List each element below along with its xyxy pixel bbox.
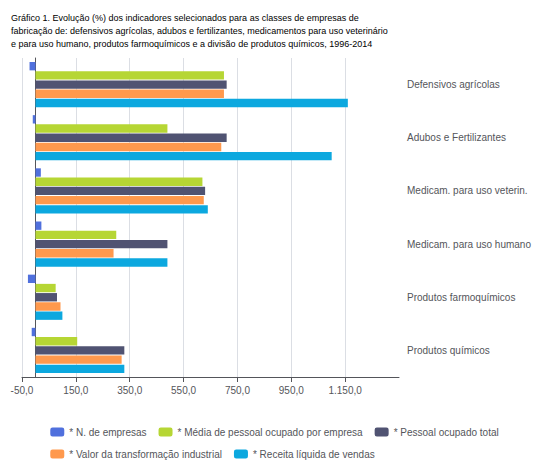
svg-text:* Média de pessoal ocupado por: * Média de pessoal ocupado por empresa xyxy=(178,427,364,438)
svg-text:* Receita líquida de vendas: * Receita líquida de vendas xyxy=(253,449,375,460)
svg-text:Defensivos agrícolas: Defensivos agrícolas xyxy=(407,79,500,90)
svg-text:750,0: 750,0 xyxy=(225,385,250,396)
svg-text:950,0: 950,0 xyxy=(279,385,304,396)
svg-text:* N. de empresas: * N. de empresas xyxy=(69,427,146,438)
svg-text:Produtos farmoquímicos: Produtos farmoquímicos xyxy=(407,292,515,303)
svg-text:Medicam. para uso humano: Medicam. para uso humano xyxy=(407,239,531,250)
svg-text:550,0: 550,0 xyxy=(171,385,196,396)
svg-text:* Valor da transformação indus: * Valor da transformação industrial xyxy=(69,449,222,460)
svg-text:Adubos e Fertilizantes: Adubos e Fertilizantes xyxy=(407,132,506,143)
svg-text:e para uso humano, produtos fa: e para uso humano, produtos farmoquímico… xyxy=(11,39,372,49)
svg-text:* Pessoal ocupado total: * Pessoal ocupado total xyxy=(394,427,499,438)
svg-text:150,0: 150,0 xyxy=(63,385,88,396)
svg-text:Produtos químicos: Produtos químicos xyxy=(407,345,490,356)
svg-text:1.150,0: 1.150,0 xyxy=(328,385,362,396)
svg-text:-50,0: -50,0 xyxy=(11,385,34,396)
svg-text:350,0: 350,0 xyxy=(117,385,142,396)
svg-text:Gráfico 1. Evolução (%) dos in: Gráfico 1. Evolução (%) dos indicadores … xyxy=(11,13,359,23)
svg-text:fabricação de: defensivos agrí: fabricação de: defensivos agrícolas, adu… xyxy=(11,26,388,36)
svg-text:Medicam. para uso veterin.: Medicam. para uso veterin. xyxy=(407,185,528,196)
